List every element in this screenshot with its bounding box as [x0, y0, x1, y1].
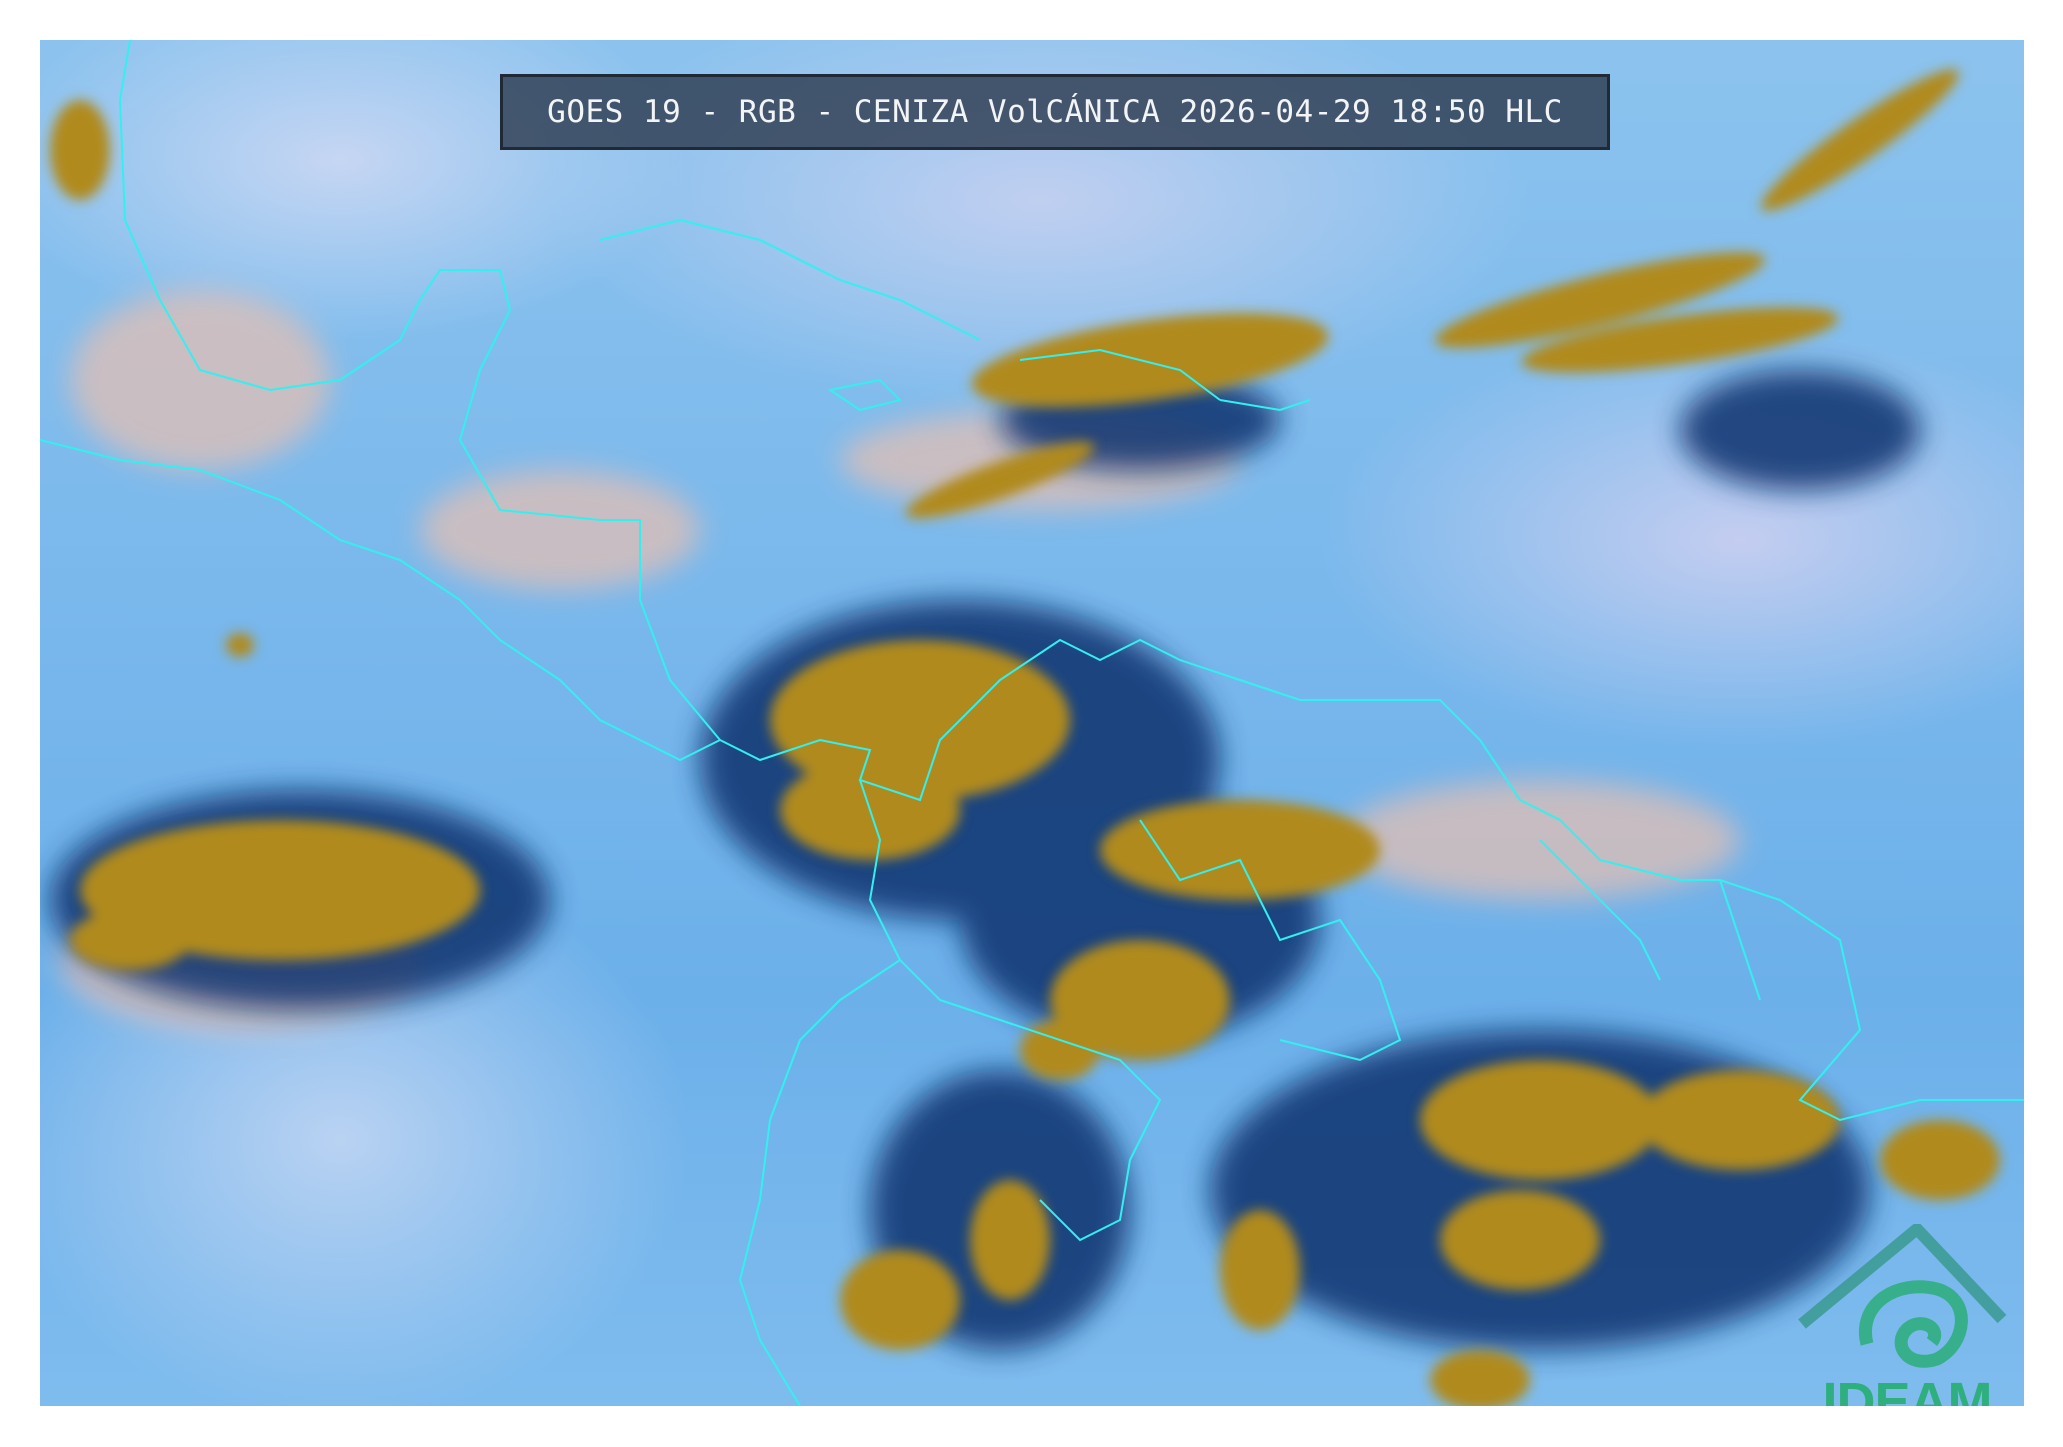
cloud-layer — [40, 40, 2024, 1406]
image-title: GOES 19 - RGB - CENIZA VolCÁNICA 2026-04… — [547, 94, 1563, 130]
coastlines-borders — [40, 40, 2024, 1406]
ideam-logo: IDEAM — [1797, 1224, 2014, 1406]
ideam-logo-text: IDEAM — [1822, 1372, 1993, 1406]
high-cloud-tops — [50, 69, 2000, 1406]
title-banner: GOES 19 - RGB - CENIZA VolCÁNICA 2026-04… — [500, 74, 1610, 150]
satellite-image: IDEAM — [40, 40, 2024, 1406]
ideam-logo-icon — [1798, 1224, 2007, 1368]
